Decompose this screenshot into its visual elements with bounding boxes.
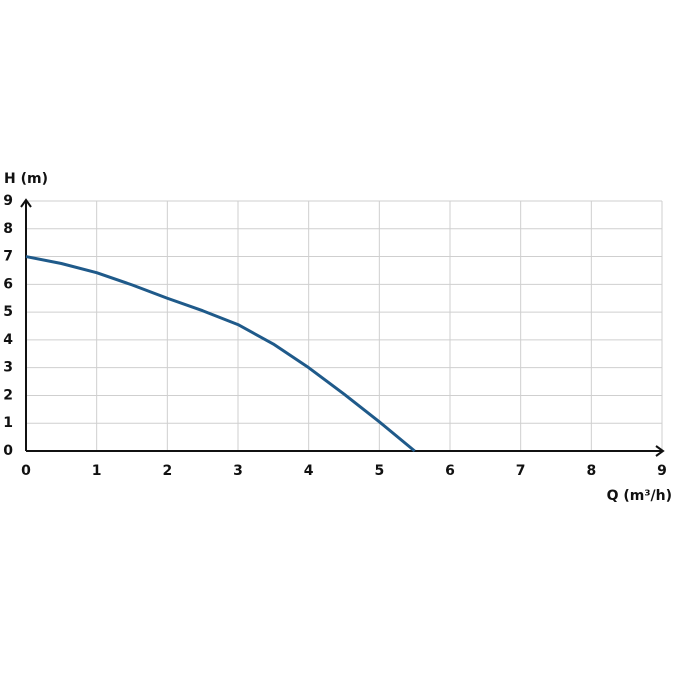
y-tick-label: 5 — [3, 304, 13, 320]
x-tick-label: 0 — [21, 463, 31, 479]
x-tick-label: 9 — [657, 463, 667, 479]
y-tick-label: 7 — [3, 249, 13, 265]
x-tick-label: 1 — [92, 463, 102, 479]
y-tick-label: 8 — [3, 221, 13, 237]
x-axis-label: Q (m³/h) — [607, 488, 672, 504]
x-tick-label: 4 — [304, 463, 314, 479]
x-tick-label: 2 — [162, 463, 172, 479]
y-tick-label: 0 — [3, 443, 13, 459]
y-tick-label: 2 — [3, 387, 13, 403]
x-tick-label: 5 — [374, 463, 384, 479]
x-tick-label: 6 — [445, 463, 455, 479]
y-tick-label: 4 — [3, 332, 13, 348]
x-axis-arrow — [655, 445, 665, 457]
y-axis-label: H (m) — [4, 171, 48, 187]
y-axis-arrow — [20, 198, 32, 208]
y-tick-label: 6 — [3, 276, 13, 292]
curve — [25, 255, 416, 453]
x-tick-label: 7 — [516, 463, 526, 479]
x-tick-label: 3 — [233, 463, 243, 479]
y-tick-label: 3 — [3, 360, 13, 376]
y-tick-label: 9 — [3, 193, 13, 209]
x-tick-label: 8 — [586, 463, 596, 479]
y-tick-label: 1 — [3, 415, 13, 431]
